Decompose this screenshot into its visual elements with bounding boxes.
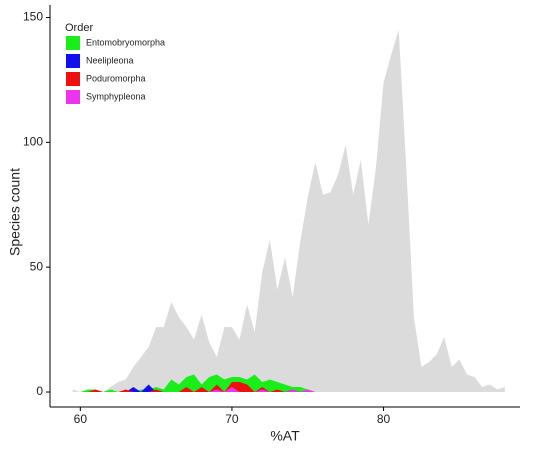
- legend-key: [66, 90, 80, 104]
- legend-label: Entomobryomorpha: [86, 37, 165, 47]
- x-axis-label: %AT: [270, 428, 300, 444]
- x-tick-label: 60: [74, 412, 88, 426]
- legend-label: Poduromorpha: [86, 73, 146, 83]
- area: [72, 374, 505, 393]
- area: [72, 29, 505, 393]
- x-tick-label: 80: [377, 412, 391, 426]
- legend-title: Order: [65, 22, 93, 34]
- legend-key: [66, 36, 80, 50]
- y-tick-label: 100: [23, 135, 43, 149]
- legend-key: [66, 54, 80, 68]
- x-tick-label: 70: [225, 412, 239, 426]
- legend-key: [66, 72, 80, 86]
- area: [72, 387, 505, 393]
- y-tick-label: 150: [23, 10, 43, 24]
- legend-label: Neelipleona: [86, 55, 134, 65]
- y-tick-label: 50: [30, 259, 44, 273]
- y-axis-label: Species count: [7, 168, 23, 256]
- y-tick-label: 0: [36, 384, 43, 398]
- legend-label: Symphypleona: [86, 91, 146, 101]
